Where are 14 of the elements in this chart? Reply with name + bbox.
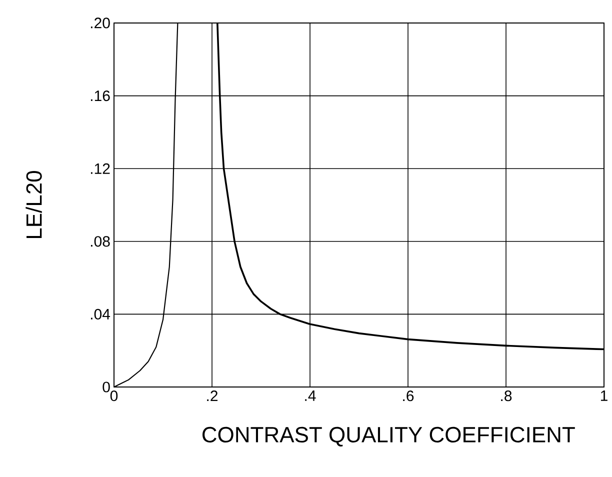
x-tick-label: 1 [600,390,608,401]
y-tick-label: .04 [90,308,110,320]
y-tick-label: .12 [90,163,110,174]
x-tick-label: .6 [403,390,414,402]
y-tick-label: .08 [90,236,110,247]
x-axis-title: CONTRAST QUALITY COEFFICIENT [202,426,575,446]
y-tick-label: .20 [90,18,110,28]
x-tick-label: .2 [207,390,218,402]
x-tick-label: .8 [501,390,512,402]
x-tick-label: .4 [305,390,316,401]
y-tick-label: .16 [90,90,110,102]
y-axis-title: LE/L20 [26,171,42,238]
y-tick-label: 0 [102,382,110,392]
x-tick-label: 0 [110,390,118,402]
